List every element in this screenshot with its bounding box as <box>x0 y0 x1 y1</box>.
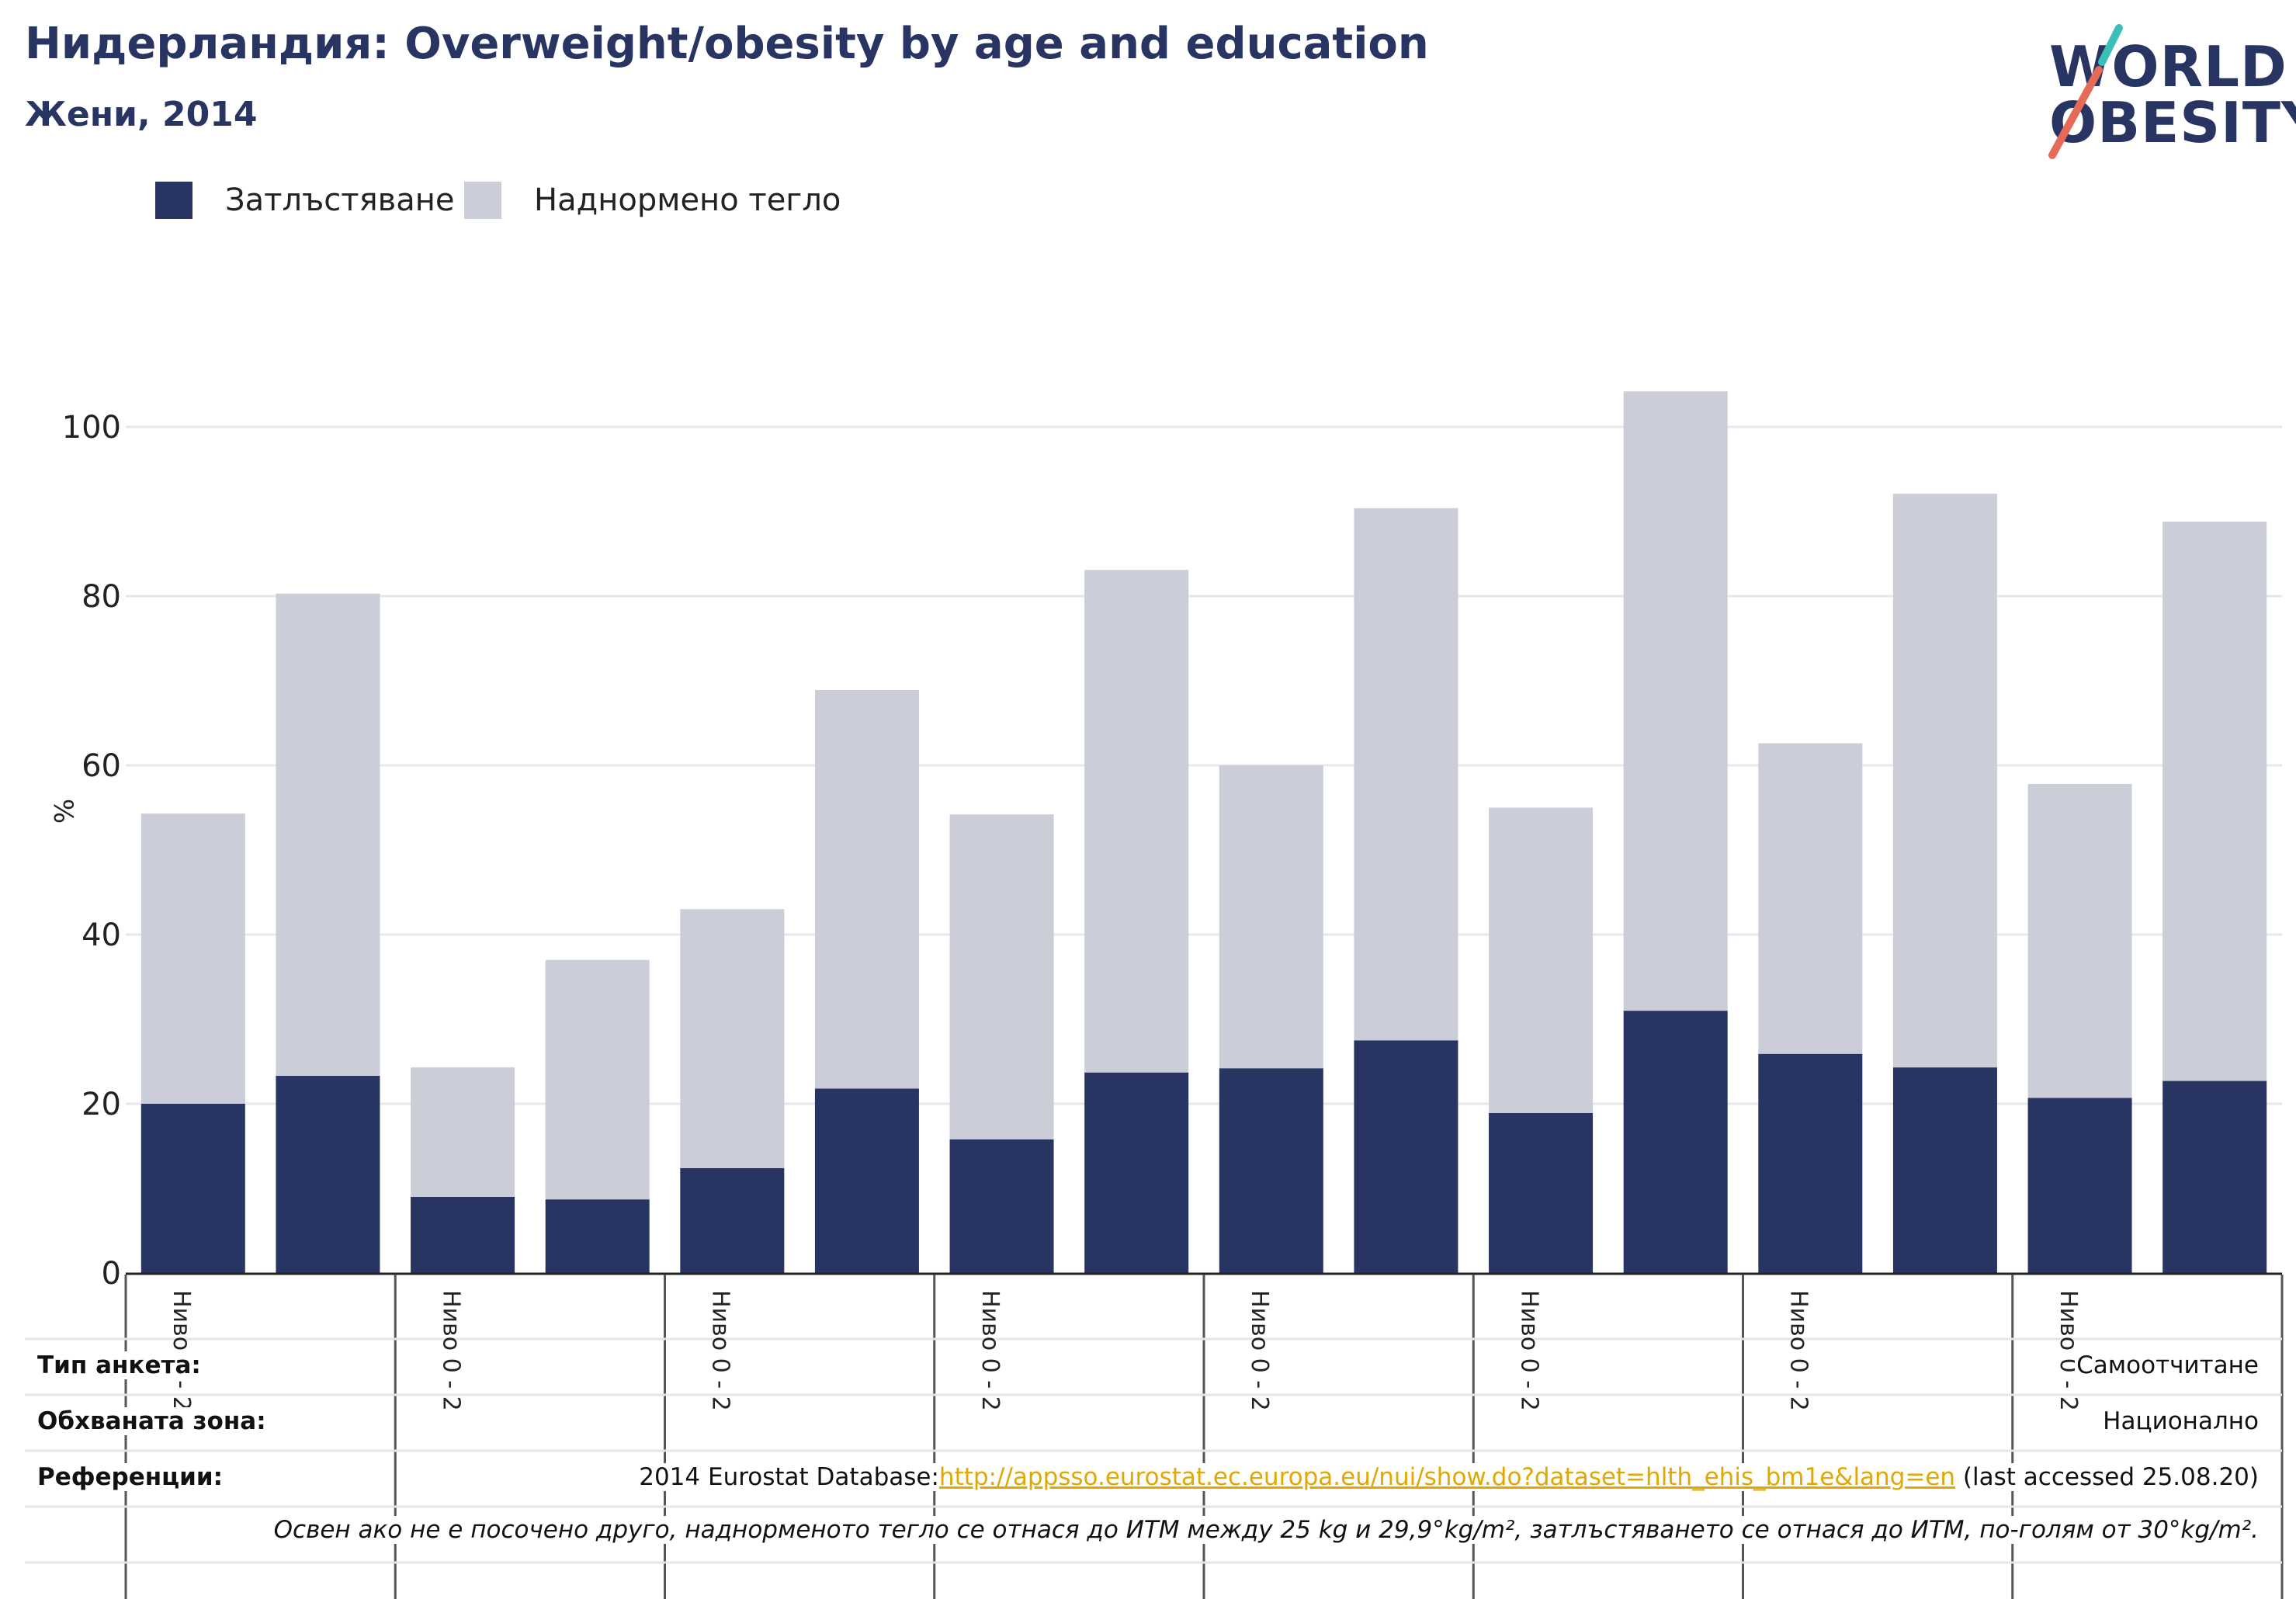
y-tick-label: 100 <box>62 410 121 446</box>
bar-overweight <box>1758 743 1863 1054</box>
bar-obesity <box>949 1139 1054 1273</box>
y-tick-label: 60 <box>82 748 121 784</box>
bar-obesity <box>680 1167 785 1273</box>
bar-overweight <box>1354 508 1458 1041</box>
bar-obesity <box>140 1104 245 1273</box>
references-link[interactable]: http://appsso.eurostat.ec.europa.eu/nui/… <box>938 1463 1956 1491</box>
bar-obesity <box>1489 1112 1594 1273</box>
logo-slash-icon <box>2048 24 2123 159</box>
bar-overweight <box>1489 807 1594 1113</box>
bar-obesity <box>1892 1067 1997 1273</box>
logo-text-obesity: OBESITY <box>2049 90 2296 155</box>
y-tick-label: 0 <box>102 1256 121 1292</box>
bar-overweight <box>140 813 245 1104</box>
bar-overweight <box>680 909 785 1168</box>
legend-label-overweight: Наднормено тегло <box>534 182 841 218</box>
bar-obesity <box>1084 1072 1189 1273</box>
survey-type-label: Тип анкета: <box>36 1351 203 1379</box>
legend-swatch-obesity <box>155 182 192 219</box>
y-axis-label: % <box>47 799 78 824</box>
world-obesity-logo: WORLD OBESITY <box>2018 22 2296 161</box>
bar-overweight <box>1892 494 1997 1068</box>
bar-overweight <box>2027 783 2132 1098</box>
y-tick-label: 40 <box>82 917 121 953</box>
x-group-label: Ниво 0 - 2 <box>707 1290 734 1411</box>
bar-overweight <box>276 593 380 1077</box>
bar-overweight <box>2162 522 2267 1081</box>
bar-obesity <box>411 1196 515 1273</box>
x-group-label: Ниво 0 - 2 <box>168 1290 195 1411</box>
definition-note: Освен ако не е посочено друго, наднормен… <box>272 1516 2260 1544</box>
references-value: 2014 Eurostat Database:http://appsso.eur… <box>637 1463 2260 1491</box>
references-label: Референции: <box>36 1463 224 1491</box>
bar-obesity <box>1354 1040 1458 1273</box>
references-suffix: (last accessed 25.08.20) <box>1955 1463 2259 1491</box>
legend-label-obesity: Затлъстяване <box>225 182 455 218</box>
bar-overweight <box>545 959 650 1200</box>
bar-overweight <box>814 689 919 1089</box>
bar-overweight <box>411 1067 515 1197</box>
y-tick-label: 80 <box>82 579 121 615</box>
x-group-label: Ниво 0 - 2 <box>437 1290 464 1411</box>
x-group-label: Ниво 0 - 2 <box>1246 1290 1273 1411</box>
x-group-label: Ниво 0 - 2 <box>976 1290 1004 1411</box>
bar-obesity <box>2027 1098 2132 1273</box>
chart-title: Нидерландия: Overweight/obesity by age a… <box>25 19 1429 69</box>
x-group-label: Ниво 0 - 2 <box>2055 1290 2082 1411</box>
bar-obesity <box>1623 1011 1728 1273</box>
bar-overweight <box>1219 765 1323 1069</box>
bar-obesity <box>1758 1053 1863 1273</box>
bar-obesity <box>814 1088 919 1273</box>
references-prefix: 2014 Eurostat Database: <box>639 1463 939 1491</box>
bar-overweight <box>949 814 1054 1139</box>
bar-overweight <box>1084 570 1189 1073</box>
y-tick-label: 20 <box>82 1087 121 1122</box>
bar-overweight <box>1623 391 1728 1011</box>
bar-obesity <box>2162 1080 2267 1273</box>
bar-obesity <box>276 1076 380 1273</box>
legend-swatch-overweight <box>464 182 501 219</box>
chart-subtitle: Жени, 2014 <box>25 95 258 134</box>
x-group-label: Ниво 0 - 2 <box>1515 1290 1542 1411</box>
coverage-label: Обхваната зона: <box>36 1407 268 1435</box>
coverage-value: Национално <box>2101 1407 2260 1435</box>
x-group-label: Ниво 0 - 2 <box>1785 1290 1812 1411</box>
survey-type-value: Самоотчитане <box>2075 1351 2260 1379</box>
bar-obesity <box>545 1199 650 1273</box>
bar-obesity <box>1219 1068 1323 1273</box>
